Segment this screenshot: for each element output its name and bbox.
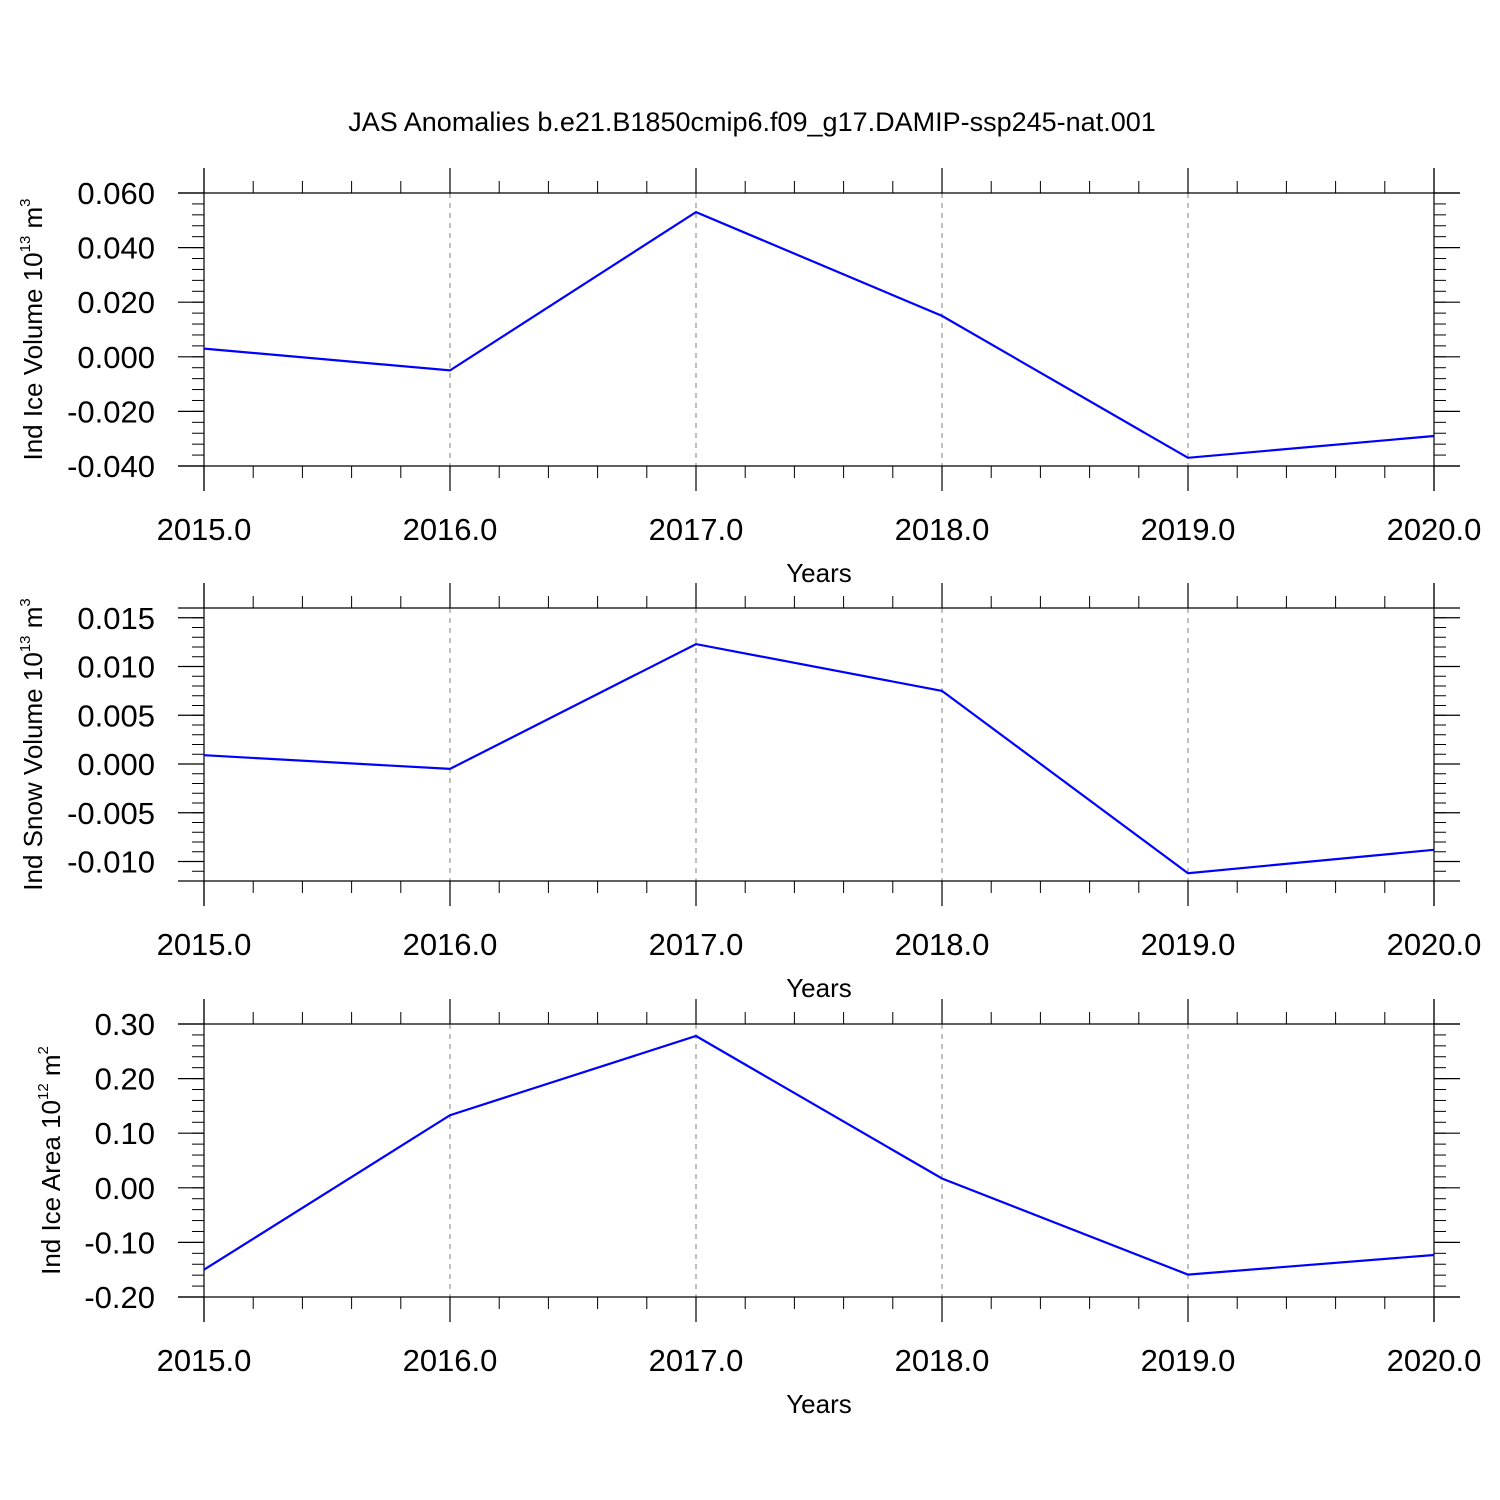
x-tick-label: 2018.0 — [895, 927, 990, 962]
series-line — [203, 1034, 1435, 1276]
x-tick-label: 2015.0 — [157, 512, 252, 547]
x-tick-label: 2019.0 — [1141, 927, 1236, 962]
y-axis-title: Ind Ice Area 1012 m2 — [35, 1046, 66, 1275]
panel-3: -0.20 -0.10 0.00 0.10 0.20 0.30 2015.0 2016.0 20… — [35, 999, 1481, 1419]
y-tick-label: 0.060 — [77, 176, 155, 211]
x-tick-label: 2018.0 — [895, 512, 990, 547]
x-tick-label: 2017.0 — [649, 512, 744, 547]
y-tick-label: -0.005 — [67, 796, 155, 831]
x-tick-label: 2018.0 — [895, 1343, 990, 1378]
series-line — [203, 210, 1435, 459]
x-tick-label: 2019.0 — [1141, 512, 1236, 547]
y-tick-label: 0.10 — [95, 1116, 155, 1151]
y-tick-label: -0.010 — [67, 845, 155, 880]
x-tick-label: 2020.0 — [1387, 1343, 1482, 1378]
y-tick-label: 0.010 — [77, 650, 155, 685]
x-tick-label: 2016.0 — [403, 1343, 498, 1378]
y-tick-label: 0.20 — [95, 1062, 155, 1097]
x-tick-label: 2020.0 — [1387, 512, 1482, 547]
x-axis-title: Years — [786, 558, 852, 588]
x-tick-label: 2017.0 — [649, 1343, 744, 1378]
y-tick-label: 0.015 — [77, 601, 155, 636]
x-tick-label: 2016.0 — [403, 512, 498, 547]
x-tick-label: 2019.0 — [1141, 1343, 1236, 1378]
x-tick-label: 2015.0 — [157, 927, 252, 962]
y-tick-label: -0.020 — [67, 394, 155, 429]
figure-title: JAS Anomalies b.e21.B1850cmip6.f09_g17.D… — [348, 107, 1156, 137]
y-axis-title: Ind Ice Volume 1013 m3 — [17, 198, 48, 460]
y-axis-title: Ind Snow Volume 1013 m3 — [17, 598, 48, 890]
y-tick-label: -0.20 — [84, 1280, 155, 1315]
x-tick-label: 2016.0 — [403, 927, 498, 962]
panel-2: -0.010 -0.005 0.000 0.005 0.010 0.015 2015.0 20… — [17, 583, 1481, 1003]
panel-1: -0.040 -0.020 0.000 0.020 0.040 0.060 2015.0 20… — [17, 168, 1481, 588]
panels: -0.040 -0.020 0.000 0.020 0.040 0.060 2015.0 20… — [17, 168, 1481, 1419]
y-tick-label: -0.040 — [67, 449, 155, 484]
x-axis-title: Years — [786, 973, 852, 1003]
x-tick-label: 2015.0 — [157, 1343, 252, 1378]
y-tick-label: -0.10 — [84, 1225, 155, 1260]
y-tick-label: 0.020 — [77, 285, 155, 320]
y-tick-label: 0.00 — [95, 1171, 155, 1206]
y-tick-label: 0.005 — [77, 698, 155, 733]
x-axis-title: Years — [786, 1389, 852, 1419]
x-tick-label: 2020.0 — [1387, 927, 1482, 962]
y-tick-label: 0.000 — [77, 747, 155, 782]
y-tick-label: 0.000 — [77, 340, 155, 375]
y-tick-label: 0.040 — [77, 231, 155, 266]
series-line — [203, 642, 1435, 875]
x-tick-label: 2017.0 — [649, 927, 744, 962]
y-tick-label: 0.30 — [95, 1007, 155, 1042]
